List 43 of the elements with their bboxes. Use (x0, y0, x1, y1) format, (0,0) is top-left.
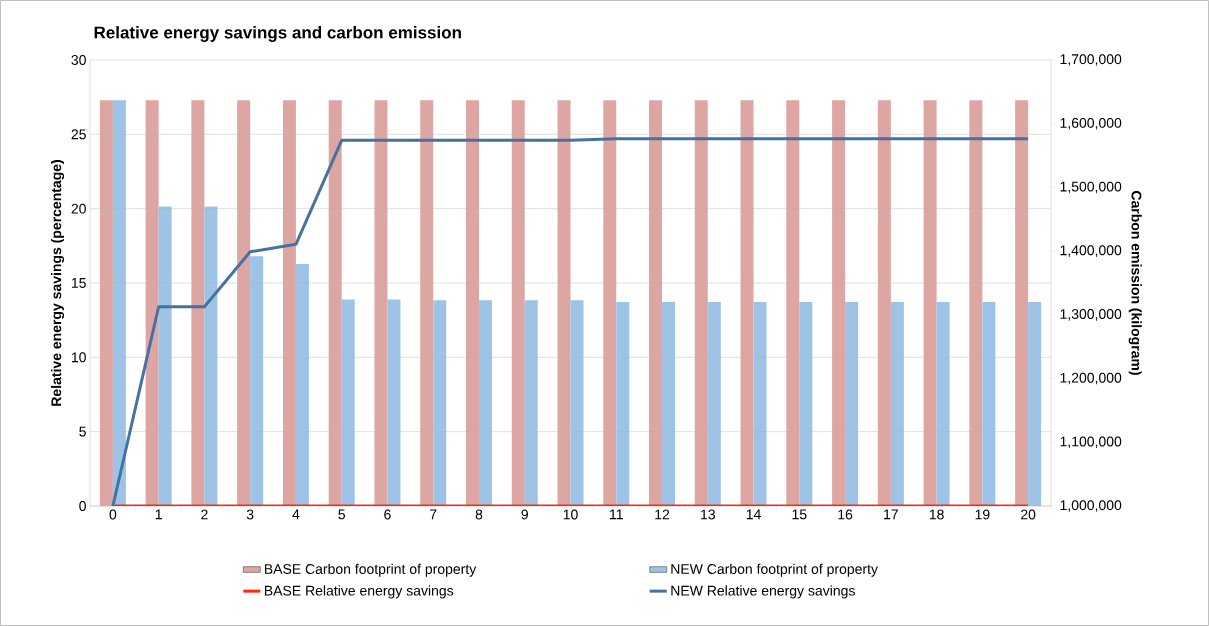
x-tick-label: 15 (792, 509, 807, 520)
x-tick-label: 2 (201, 509, 208, 520)
x-tick-label: 1 (155, 509, 162, 520)
y2-tick-label: 1,400,000 (1060, 245, 1122, 257)
x-tick-label: 5 (338, 509, 345, 520)
y2-tick-label: 1,500,000 (1060, 181, 1122, 194)
x-tick-label: 10 (563, 509, 578, 520)
y-tick-label: 10 (71, 352, 86, 363)
x-tick-label: 9 (521, 509, 528, 520)
x-tick-label: 13 (701, 509, 715, 520)
y-tick-label: 20 (71, 203, 86, 214)
x-tick-label: 4 (292, 509, 300, 520)
x-tick-label: 16 (838, 509, 853, 520)
y2-tick-label: 1,300,000 (1060, 309, 1122, 321)
x-tick-label: 19 (975, 509, 990, 520)
y2-tick-label: 1,700,000 (1060, 54, 1122, 66)
y2-tick-label: 1,100,000 (1060, 436, 1122, 449)
x-tick-label: 20 (1021, 509, 1036, 520)
y-tick-label: 30 (71, 55, 86, 65)
y-axis-title: Relative energy savings (percentage) (50, 160, 65, 406)
legend-label: BASE Carbon footprint of property (264, 563, 477, 577)
x-tick-label: 11 (610, 509, 623, 520)
y-tick-label: 0 (79, 501, 86, 511)
legend-label: NEW Carbon footprint of property (671, 563, 878, 577)
x-tick-label: 0 (109, 509, 117, 520)
y2-axis-title: Carbon emission (kilogram) (1128, 191, 1142, 375)
y2-tick-label: 1,200,000 (1060, 372, 1122, 385)
x-tick-label: 18 (929, 509, 944, 520)
y2-tick-label: 1,600,000 (1060, 117, 1122, 130)
x-tick-label: 8 (475, 509, 483, 520)
y-tick-label: 5 (79, 426, 86, 437)
x-tick-label: 17 (884, 509, 898, 520)
legend-label: BASE Relative energy savings (264, 585, 454, 599)
y2-tick-label: 1,000,000 (1060, 500, 1122, 512)
x-tick-label: 7 (430, 509, 437, 520)
y-tick-label: 25 (71, 129, 86, 140)
x-tick-label: 3 (246, 509, 254, 520)
legend-label: NEW Relative energy savings (671, 585, 855, 599)
y-tick-label: 15 (71, 278, 86, 288)
chart-title: Relative energy savings and carbon emission (94, 26, 461, 42)
x-tick-label: 12 (655, 509, 670, 520)
x-tick-label: 14 (746, 509, 761, 520)
x-tick-label: 6 (384, 509, 391, 520)
